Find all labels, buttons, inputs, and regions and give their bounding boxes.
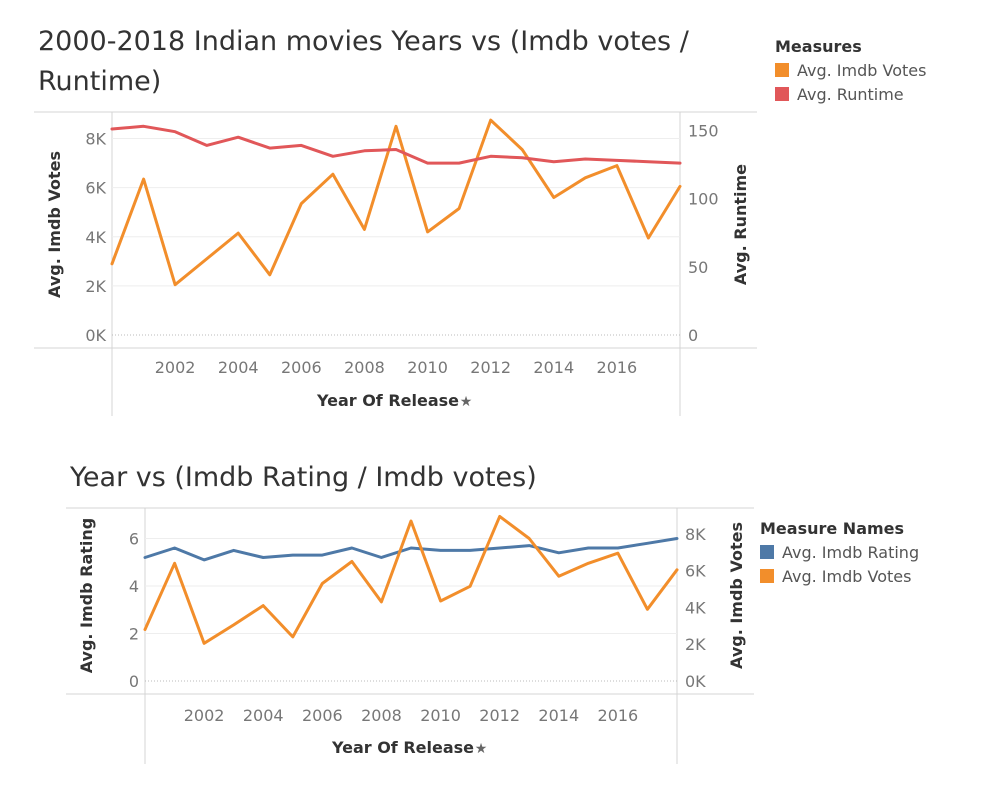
series-line-avg-imdb-votes [143,514,679,645]
x-tick-label: 2012 [479,706,520,725]
legend-title: Measure Names [760,519,905,538]
chart-2-title: Year vs (Imdb Rating / Imdb votes) [70,462,537,493]
y-left-tick-label: 4K [85,228,106,247]
x-tick-label: 2004 [218,358,259,377]
chart-1-title: 2000-2018 Indian movies Years vs (Imdb v… [38,26,689,97]
y-right-tick-label: 50 [688,258,708,277]
x-tick-label: 2014 [533,358,574,377]
y-right-tick-label: 0 [688,326,698,345]
legend-item-rating[interactable]: Avg. Imdb Rating [760,540,919,564]
legend-item-votes[interactable]: Avg. Imdb Votes [775,58,926,82]
legend-label: Avg. Runtime [797,84,904,104]
legend-label: Avg. Imdb Votes [782,566,912,586]
y-left-axis-title: Avg. Imdb Votes [45,151,64,298]
y-left-axis-title: Avg. Imdb Rating [77,518,96,674]
x-axis-title: Year Of Release [316,391,459,410]
legend-title: Measures [775,37,862,56]
legend-swatch [775,87,789,101]
x-tick-label: 2002 [155,358,196,377]
x-tick-label: 2016 [597,358,638,377]
x-tick-label: 2006 [302,706,343,725]
y-right-tick-label: 100 [688,190,719,209]
y-right-tick-label: 150 [688,121,719,140]
y-left-tick-label: 2K [85,277,106,296]
x-tick-label: 2008 [361,706,402,725]
legend-item-runtime[interactable]: Avg. Runtime [775,82,926,106]
y-right-tick-label: 8K [685,525,706,544]
x-tick-label: 2010 [420,706,461,725]
chart-2-legend: Measure Names Avg. Imdb Rating Avg. Imdb… [760,519,919,588]
y-left-tick-label: 4 [129,577,139,596]
x-tick-label: 2006 [281,358,322,377]
series-line-avg-runtime [110,124,682,165]
legend-item-votes[interactable]: Avg. Imdb Votes [760,564,919,588]
x-tick-label: 2004 [243,706,284,725]
pin-icon: ★ [475,741,488,757]
y-left-tick-label: 2 [129,625,139,644]
x-axis-title: Year Of Release [331,738,474,757]
pin-icon: ★ [460,394,473,410]
y-right-tick-label: 4K [685,598,706,617]
chart-1-legend: Measures Avg. Imdb Votes Avg. Runtime [775,37,926,106]
legend-label: Avg. Imdb Rating [782,542,920,562]
x-tick-label: 2012 [470,358,511,377]
legend-swatch [760,545,774,559]
y-left-tick-label: 6 [129,530,139,549]
y-left-tick-label: 0K [85,326,106,345]
legend-swatch [775,63,789,77]
x-tick-label: 2016 [598,706,639,725]
y-left-tick-label: 0 [129,672,139,691]
y-right-axis-title: Avg. Runtime [731,164,750,285]
y-right-tick-label: 6K [685,562,706,581]
x-tick-label: 2010 [407,358,448,377]
x-tick-label: 2002 [184,706,225,725]
y-left-tick-label: 8K [85,130,106,149]
x-tick-label: 2008 [344,358,385,377]
legend-label: Avg. Imdb Votes [797,60,927,80]
series-line-avg-imdb-rating [143,537,679,562]
y-left-tick-label: 6K [85,179,106,198]
legend-swatch [760,569,774,583]
series-line-avg-imdb-votes [110,118,682,287]
x-tick-label: 2014 [538,706,579,725]
y-right-tick-label: 0K [685,672,706,691]
y-right-tick-label: 2K [685,635,706,654]
y-right-axis-title: Avg. Imdb Votes [727,522,746,669]
